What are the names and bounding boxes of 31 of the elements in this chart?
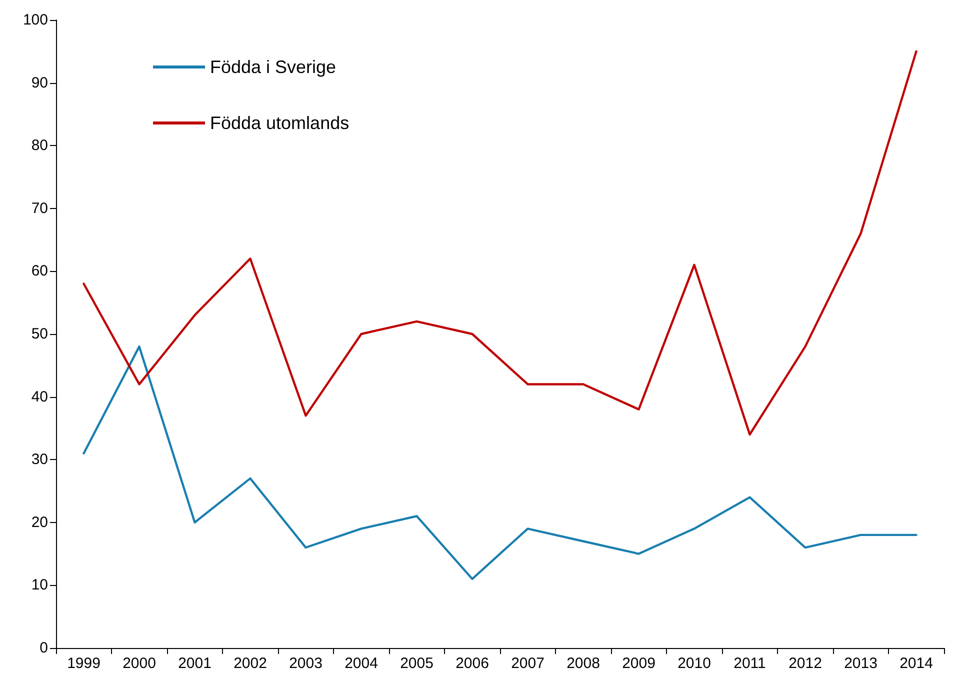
- x-tick-label: 2014: [900, 655, 933, 672]
- y-tick-label: 60: [31, 262, 48, 280]
- x-tick-label: 2001: [178, 655, 212, 672]
- x-tick-label: 2003: [289, 655, 322, 672]
- y-tick-label: 30: [31, 451, 48, 468]
- legend-label: Födda utomlands: [210, 113, 350, 133]
- x-tick-label: 2007: [511, 655, 544, 672]
- y-tick-label: 80: [31, 137, 48, 154]
- y-tick-label: 10: [31, 576, 48, 594]
- legend-label: Födda i Sverige: [210, 57, 336, 77]
- y-tick-label: 0: [40, 640, 48, 656]
- x-tick-label: 1999: [67, 655, 100, 672]
- y-tick-label: 50: [31, 326, 48, 342]
- x-tick-label: 2011: [734, 655, 766, 672]
- x-tick-label: 2002: [234, 655, 267, 672]
- line-series: [82, 50, 918, 436]
- x-tick-label: 2005: [400, 655, 434, 672]
- x-tick-label: 2012: [788, 655, 822, 672]
- x-tick-label: 2010: [678, 655, 711, 672]
- x-tick-label: 2004: [344, 655, 378, 672]
- x-tick-label: 2009: [622, 655, 656, 672]
- y-tick-label: 70: [31, 200, 48, 217]
- y-tick-label: 90: [31, 74, 48, 92]
- line-series: [82, 345, 918, 580]
- y-tick-label: 100: [22, 12, 48, 28]
- x-tick-label: 2006: [456, 655, 489, 672]
- x-tick-label: 2000: [122, 655, 156, 672]
- y-tick-label: 20: [31, 514, 48, 531]
- y-tick-label: 40: [31, 388, 48, 406]
- x-tick-label: 2008: [566, 655, 600, 672]
- x-tick-label: 2013: [844, 655, 878, 672]
